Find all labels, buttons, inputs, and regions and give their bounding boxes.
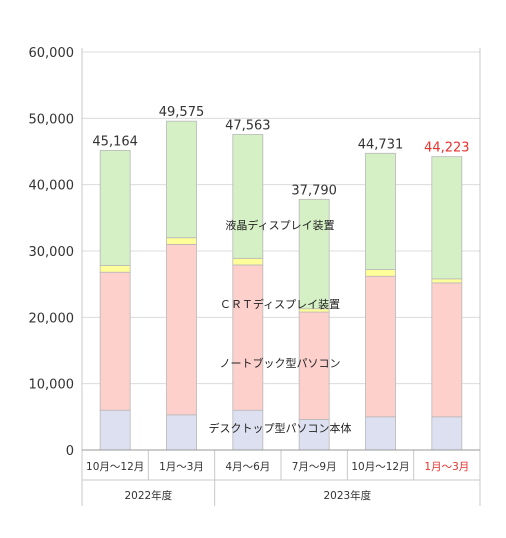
bar-segment [431,282,463,418]
bar-segment [99,271,131,411]
y-tick-label: 20,000 [29,311,75,326]
y-tick-label: 40,000 [29,179,75,194]
category-label: 7月～9月 [292,461,337,473]
bar-segment [365,275,396,418]
total-label: 44,731 [358,137,404,152]
bar-segment [166,414,197,451]
category-label: 1月～3月 [424,461,469,473]
bar-segment [431,278,463,284]
bar-segment [365,269,396,277]
total-label: 37,790 [291,183,337,198]
category-label: 4月～6月 [225,461,270,473]
category-label: 10月～12月 [86,461,144,473]
y-tick-label: 10,000 [29,378,75,393]
group-label: 2023年度 [323,489,371,502]
y-tick-label: 60,000 [29,46,75,61]
bar-segment [99,409,131,451]
bar-segment [99,150,131,266]
total-label: 49,575 [159,105,205,120]
bar-segment [431,156,463,280]
bar-segment [298,311,330,420]
bar-segment [166,237,197,245]
bar-segment [166,243,197,416]
group-label: 2022年度 [124,489,172,502]
bar-segment [298,198,330,310]
category-label: 10月～12月 [351,461,409,473]
bar-segment [232,409,264,451]
total-label: 45,164 [92,134,138,149]
bar-segment [232,257,264,266]
total-label: 47,563 [225,118,271,133]
bar-segment [232,264,264,411]
bar-segment [431,416,463,451]
bar-segment [365,152,396,270]
total-label: 44,223 [424,141,470,156]
series-label: ＣＲＴディスプレイ装置 [220,297,340,311]
series-label: ノートブック型パソコン [220,356,341,370]
bar-segment [365,416,396,451]
y-tick-label: 30,000 [29,245,75,260]
bar-segment [166,120,197,239]
category-label: 1月～3月 [159,461,204,473]
y-tick-label: 0 [66,444,74,459]
bar-segment [99,265,131,273]
bar-segment [232,134,264,259]
y-tick-label: 50,000 [29,112,75,127]
series-label: デスクトップ型パソコン本体 [209,421,352,435]
series-label: 液晶ディスプレイ装置 [225,218,334,232]
